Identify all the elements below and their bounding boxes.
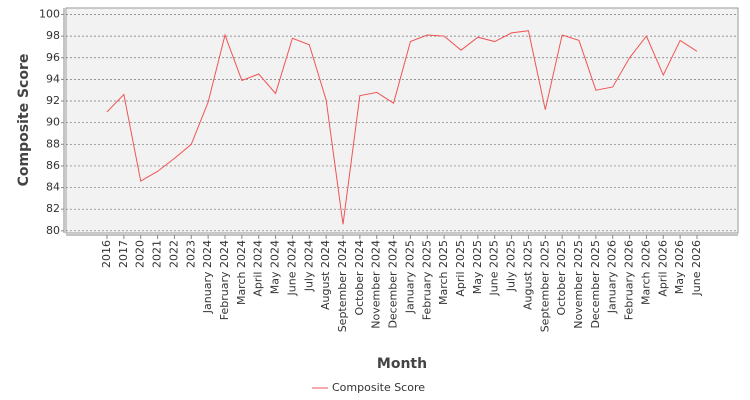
x-tick-label: April 2024: [252, 240, 265, 297]
y-tick-label: 84: [46, 181, 60, 194]
y-tick-label: 88: [46, 137, 60, 150]
x-tick-label: November 2025: [572, 240, 585, 329]
y-tick-label: 92: [46, 94, 60, 107]
x-tick-label: January 2024: [201, 240, 214, 314]
x-tick-label: May 2024: [269, 240, 282, 294]
y-tick-label: 94: [46, 72, 60, 85]
x-tick-label: 2017: [117, 240, 130, 268]
x-tick-label: August 2025: [521, 240, 534, 310]
x-tick-label: December 2024: [387, 240, 400, 329]
y-axis-title: Composite Score: [16, 54, 32, 187]
x-tick-label: September 2025: [538, 240, 551, 332]
x-tick-label: August 2024: [319, 240, 332, 310]
y-tick-label: 80: [46, 224, 60, 237]
x-tick-label: March 2024: [235, 240, 248, 305]
x-tick-label: April 2026: [656, 240, 669, 297]
x-tick-label: July 2024: [302, 240, 315, 292]
x-tick-label: October 2024: [353, 240, 366, 316]
x-axis-title: Month: [377, 356, 427, 372]
x-tick-label: 2023: [184, 240, 197, 268]
y-tick-label: 100: [39, 7, 60, 20]
x-tick-label: June 2024: [285, 240, 298, 296]
x-tick-label: March 2025: [437, 240, 450, 305]
x-tick-label: January 2025: [403, 240, 416, 314]
x-tick-label: February 2024: [218, 240, 231, 320]
x-tick-label: July 2025: [505, 240, 518, 292]
x-tick-label: February 2026: [623, 240, 636, 320]
x-tick-label: September 2024: [336, 240, 349, 332]
x-tick-label: January 2026: [606, 240, 619, 314]
plot-area: [65, 7, 739, 234]
x-tick-label: April 2025: [454, 240, 467, 297]
y-tick-label: 86: [46, 159, 60, 172]
x-tick-label: 2021: [151, 240, 164, 268]
x-tick-label: May 2026: [673, 240, 686, 294]
x-tick-label: October 2025: [555, 240, 568, 316]
x-tick-label: 2016: [100, 240, 113, 268]
x-tick-label: 2022: [167, 240, 180, 268]
y-tick-label: 82: [46, 202, 60, 215]
x-tick-label: December 2025: [589, 240, 602, 329]
x-tick-label: November 2024: [370, 240, 383, 329]
x-tick-label: May 2025: [471, 240, 484, 294]
x-tick-label: March 2026: [639, 240, 652, 305]
x-tick-label: June 2026: [690, 240, 703, 296]
y-tick-label: 98: [46, 29, 60, 42]
x-tick-label: February 2025: [420, 240, 433, 320]
y-tick-label: 90: [46, 116, 60, 129]
x-tick-label: 2020: [134, 240, 147, 268]
y-tick-label: 96: [46, 51, 60, 64]
data-line: [106, 30, 698, 225]
x-tick-label: June 2025: [488, 240, 501, 296]
legend-label: Composite Score: [332, 381, 425, 394]
